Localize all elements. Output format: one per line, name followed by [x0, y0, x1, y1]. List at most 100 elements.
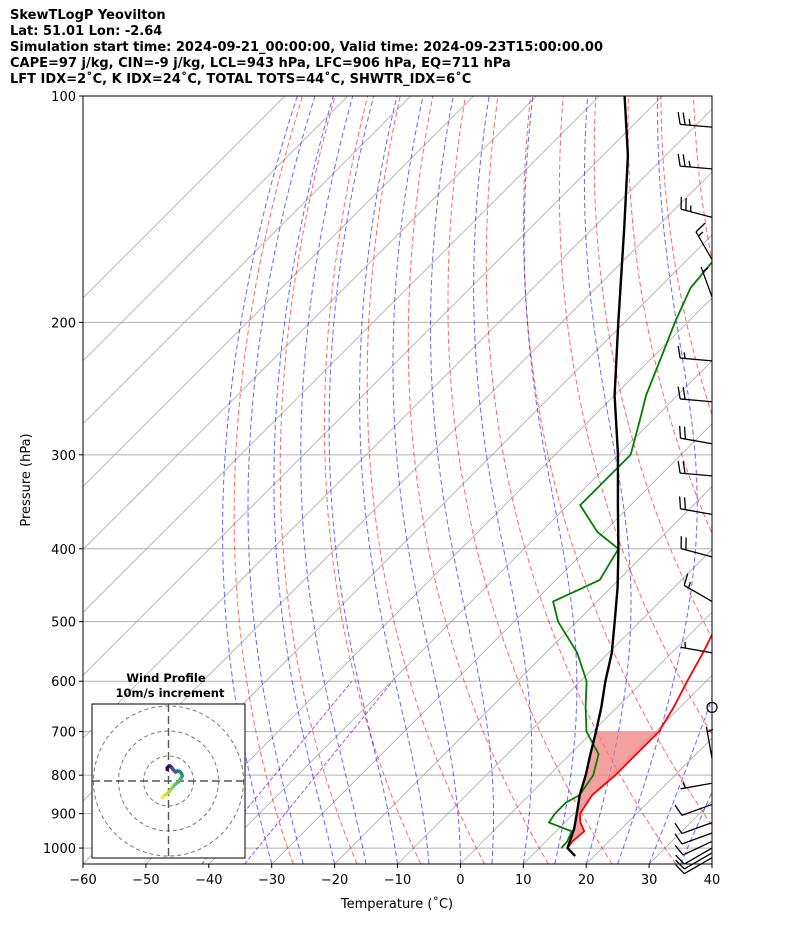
y-tick-label: 300: [51, 449, 76, 464]
x-axis-label: Temperature (˚C): [340, 896, 453, 912]
moist-adiabat: [648, 696, 712, 864]
x-tick-label: −10: [384, 873, 411, 888]
wind-barb: [678, 425, 713, 445]
isotherm: [83, 96, 286, 299]
isotherm: [397, 548, 712, 864]
y-tick-label: 600: [51, 675, 76, 690]
barb-half: [687, 581, 691, 589]
barb-staff: [681, 832, 713, 845]
barb-staff: [680, 165, 713, 170]
inset-subtitle: 10m/s increment: [116, 686, 225, 700]
chart-title: SkewTLogP Yeovilton: [10, 8, 166, 23]
barb-flag: [677, 386, 681, 400]
dry-adiabat: [759, 96, 794, 864]
inset-title: Wind Profile: [126, 671, 206, 685]
wind-barb: [674, 821, 713, 835]
barb-staff: [683, 852, 713, 870]
barb-flag: [682, 112, 686, 125]
isotherm: [83, 96, 537, 551]
isotherm: [83, 96, 663, 676]
stability-indices-1: CAPE=97 j/kg, CIN=-9 j/kg, LCL=943 hPa, …: [10, 56, 511, 71]
moist-adiabat: [583, 96, 632, 864]
wind-barb: [680, 782, 713, 790]
dry-adiabat: [660, 96, 712, 416]
barb-staff: [682, 840, 713, 856]
y-tick-label: 100: [51, 90, 76, 105]
isotherm: [83, 96, 474, 488]
x-tick-label: −40: [195, 873, 222, 888]
dry-adiabat: [447, 96, 613, 864]
barb-flag: [674, 833, 683, 845]
barb-flag: [682, 154, 686, 167]
barb-flag: [678, 425, 682, 439]
barb-flag: [675, 859, 685, 870]
y-tick-label: 700: [51, 726, 76, 741]
barb-half: [688, 119, 691, 126]
barb-flag: [683, 497, 687, 510]
stability-indices-2: LFT IDX=2˚C, K IDX=24˚C, TOTAL TOTS=44˚C…: [10, 72, 472, 87]
profiles: [547, 96, 712, 857]
barb-staff: [680, 437, 713, 445]
isotherm: [208, 360, 712, 864]
x-tick-label: −20: [321, 873, 348, 888]
moist-adiabat: [273, 96, 336, 864]
wind-barb: [677, 153, 713, 170]
moist-adiabat: [300, 96, 367, 864]
wind-barb: [677, 345, 713, 362]
cin-area: [567, 731, 659, 849]
parcel-line: [566, 96, 630, 857]
barb-flag: [677, 153, 681, 167]
cape-cin-fill: [567, 634, 712, 849]
temperature-line: [566, 632, 712, 849]
barb-flag: [683, 426, 687, 440]
wind-barb: [677, 386, 713, 403]
y-tick-label: 800: [51, 769, 76, 784]
dry-adiabat: [324, 96, 422, 864]
simulation-times: Simulation start time: 2024-09-21_00:00:…: [10, 40, 603, 55]
wind-barb: [674, 832, 713, 845]
barb-half: [698, 231, 704, 237]
wind-barb: [706, 701, 718, 713]
moist-adiabat: [711, 862, 712, 864]
barb-staff: [695, 231, 713, 260]
y-tick-label: 1000: [43, 842, 76, 857]
x-tick-label: −60: [69, 873, 96, 888]
isotherm: [334, 486, 712, 864]
barb-flag: [682, 461, 686, 474]
barb-staff: [683, 584, 713, 603]
isotherm: [271, 423, 712, 864]
barb-flag: [683, 573, 689, 586]
wind-barbs: [674, 112, 718, 875]
dry-adiabat: [558, 96, 712, 736]
wind-barb: [700, 266, 713, 298]
dry-adiabat: [279, 96, 358, 864]
isotherm: [83, 96, 349, 362]
barb-half: [683, 352, 686, 359]
dewpoint-line: [547, 260, 712, 849]
y-axis-label: Pressure (hPa): [19, 433, 34, 526]
moist-adiabat: [328, 96, 398, 864]
barb-staff: [681, 803, 713, 817]
wind-barb: [680, 536, 713, 558]
isotherm: [83, 108, 712, 739]
calm-circle: [706, 701, 718, 713]
barb-staff: [705, 726, 713, 759]
barb-flag: [677, 460, 681, 474]
moist-adiabat: [358, 96, 430, 864]
dry-adiabat: [522, 96, 712, 827]
wind-barb: [680, 641, 713, 654]
wind-barb: [675, 852, 713, 870]
barb-staff: [683, 847, 713, 865]
barb-staff: [680, 398, 713, 403]
wind-profile-inset: Wind Profile 10m/s increment: [91, 671, 246, 859]
dry-adiabat: [366, 96, 485, 864]
x-tick-label: 20: [578, 873, 595, 888]
dry-adiabat: [233, 96, 303, 864]
wind-barb: [674, 840, 713, 856]
moist-adiabat: [680, 790, 712, 864]
wind-barb: [705, 726, 714, 759]
isotherm: [711, 863, 712, 864]
barb-flag: [677, 112, 681, 125]
moist-adiabat: [222, 96, 298, 864]
